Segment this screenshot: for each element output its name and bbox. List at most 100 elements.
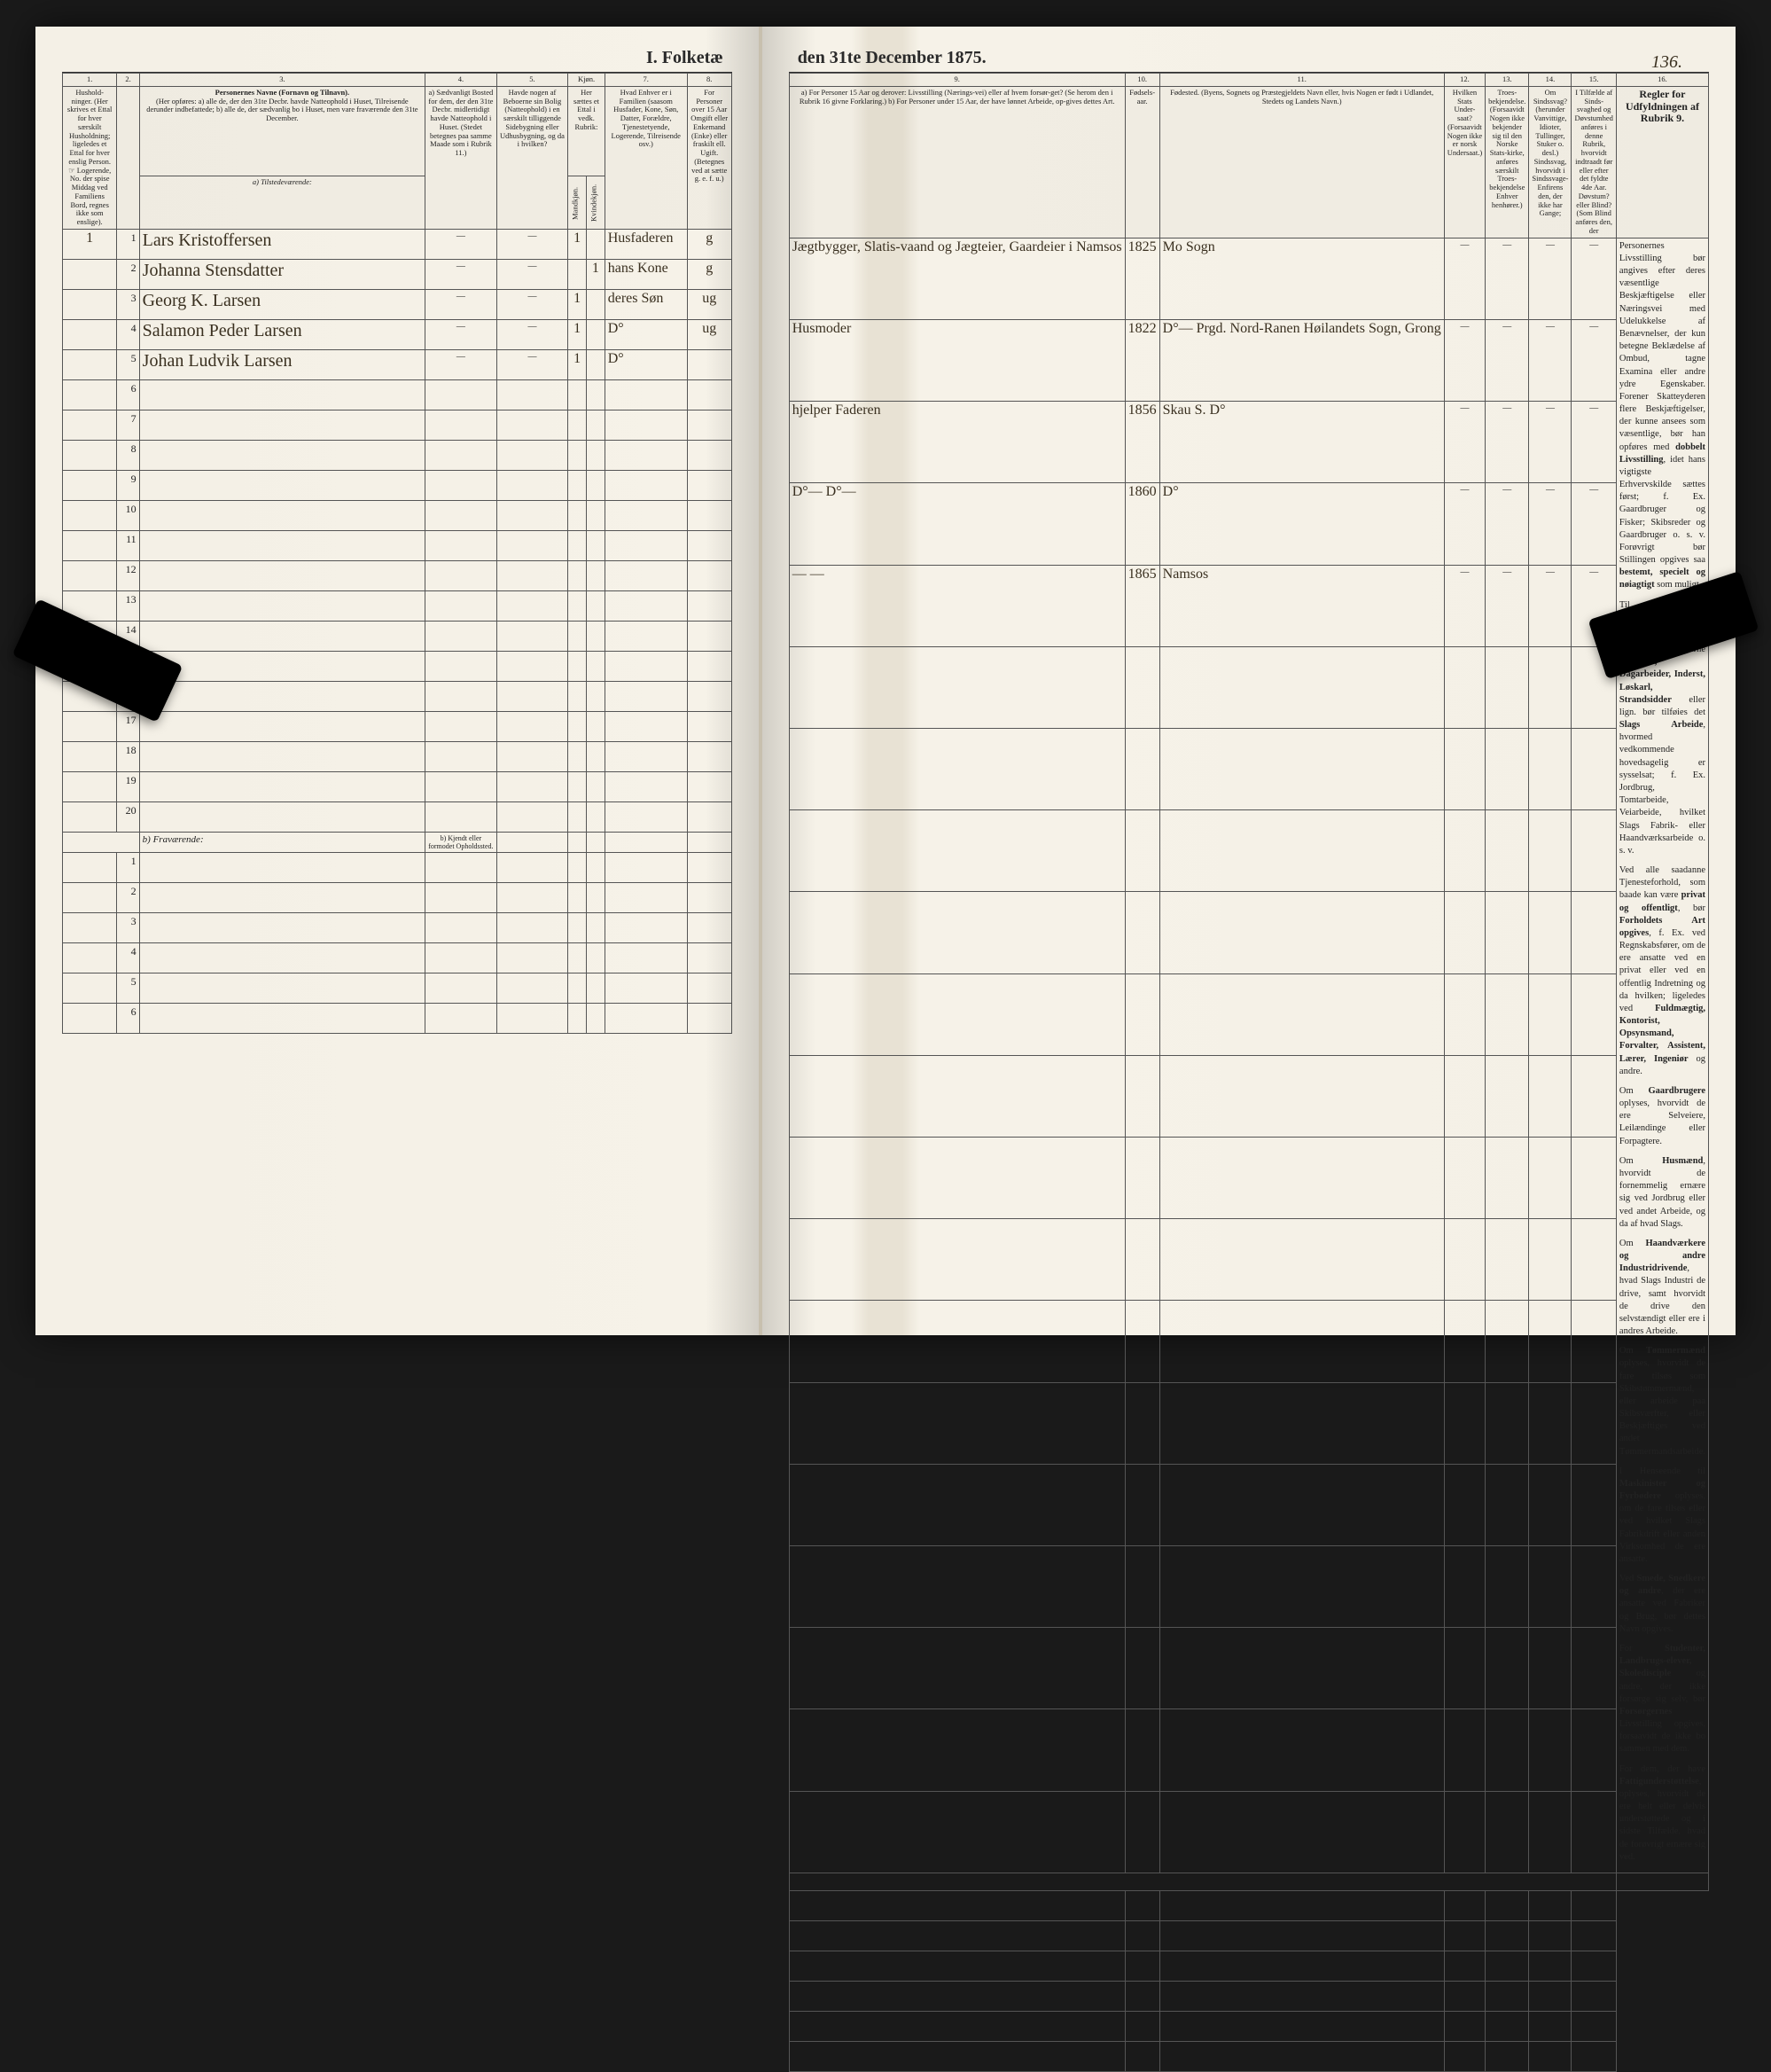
colnum-7: 7. xyxy=(605,74,687,87)
hdr-c7: Hvad Enhver er i Familien (saasom Husfad… xyxy=(605,86,687,229)
hdr-c6: Her sættes et Ettal i vedk. Rubrik: xyxy=(568,86,605,176)
colnum-15: 15. xyxy=(1572,74,1616,87)
hdr-c3-title: Personernes Navne (Fornavn og Tilnavn). … xyxy=(139,86,425,176)
hdr-c9: a) For Personer 15 Aar og derover: Livss… xyxy=(789,86,1125,238)
rules-paragraph: Om Tømmermænd oplyses, hvorvidt de fare … xyxy=(1619,1345,1705,1458)
colnum-row: 1. 2. 3. 4. 5. Kjøn. 7. 8. xyxy=(63,74,732,87)
hdr-c10: Fødsels-aar. xyxy=(1125,86,1159,238)
table-row: 3Georg K. Larsen——1deres Sønug xyxy=(63,290,732,320)
section-absent-label: b) Fraværende: xyxy=(139,833,425,853)
table-row xyxy=(789,1546,1708,1628)
table-row: 20 xyxy=(63,802,732,833)
table-row: Jægtbygger, Slatis-vaand og Jægteier, Ga… xyxy=(789,238,1708,319)
table-row xyxy=(789,1951,1708,1981)
page-number: 136. xyxy=(1651,53,1682,71)
rules-paragraph: For dem, der have Fattigunderstøttelse, … xyxy=(1619,1763,1705,1864)
hdr-c6k: Kvindekjøn. xyxy=(587,176,605,230)
hdr-c6m: Mandkjøn. xyxy=(568,176,587,230)
colnum-11: 11. xyxy=(1159,74,1444,87)
table-row: 19 xyxy=(63,772,732,802)
table-row: 2 xyxy=(63,883,732,913)
page-title-left: I. Folketæ xyxy=(62,44,732,73)
table-row: 6 xyxy=(63,380,732,410)
table-row xyxy=(789,1890,1708,1920)
census-table-right: 9. 10. 11. 12. 13. 14. 15. 16. a) For Pe… xyxy=(789,73,1709,2072)
table-row xyxy=(789,1301,1708,1382)
table-row xyxy=(789,1219,1708,1301)
rules-paragraph: Personernes Livsstilling bør angives eft… xyxy=(1619,240,1705,592)
table-row xyxy=(789,1382,1708,1464)
table-row xyxy=(789,1920,1708,1951)
table-row xyxy=(789,973,1708,1055)
table-row: 18 xyxy=(63,742,732,772)
colnum-13: 13. xyxy=(1486,74,1529,87)
table-row: 10 xyxy=(63,501,732,531)
table-row xyxy=(789,1055,1708,1137)
hdr-c11: Fødested. (Byens, Sognets og Præstegjeld… xyxy=(1159,86,1444,238)
header-row-right: a) For Personer 15 Aar og derover: Livss… xyxy=(789,86,1708,238)
table-row: Husmoder1822D°— Prgd. Nord-Ranen Høiland… xyxy=(789,319,1708,401)
table-row xyxy=(789,646,1708,728)
colnum-5: 5. xyxy=(496,74,568,87)
colnum-8: 8. xyxy=(687,74,731,87)
hdr-c2 xyxy=(117,86,139,229)
table-row: — —1865Namsos———— xyxy=(789,565,1708,646)
census-table-left: 1. 2. 3. 4. 5. Kjøn. 7. 8. Hushold- ning… xyxy=(62,73,732,1034)
table-row: 13 xyxy=(63,591,732,622)
table-row: 6 xyxy=(63,1004,732,1034)
colnum-1: 1. xyxy=(63,74,117,87)
table-row: 14 xyxy=(63,622,732,652)
hdr-c8: For Personer over 15 Aar Omgift eller En… xyxy=(687,86,731,229)
table-row xyxy=(789,810,1708,892)
colnum-12: 12. xyxy=(1444,74,1485,87)
rules-paragraph: Om Haandværkere og andre Industridrivend… xyxy=(1619,1238,1705,1338)
table-row: 8 xyxy=(63,441,732,471)
rules-paragraph: I Henseende til Maskinister og Fyrbødere… xyxy=(1619,1466,1705,1566)
hdr-c16: Regler for Udfyldningen af Rubrik 9. xyxy=(1616,86,1708,238)
hdr-c12: Hvilken Stats Under-saat? (Forsaavidt No… xyxy=(1444,86,1485,238)
table-row xyxy=(789,1709,1708,1791)
table-row: hjelper Faderen1856Skau S. D°———— xyxy=(789,402,1708,483)
table-row: 3 xyxy=(63,913,732,943)
table-row: 11 xyxy=(63,531,732,561)
colnum-6: Kjøn. xyxy=(568,74,605,87)
right-page: 136. den 31te December 1875. 9. 10. 11. … xyxy=(761,27,1736,1335)
rules-column xyxy=(1616,1873,1708,1890)
table-row xyxy=(789,729,1708,810)
table-row: 4 xyxy=(63,943,732,973)
table-row xyxy=(789,1138,1708,1219)
table-row: 11Lars Kristoffersen——1Husfadereng xyxy=(63,230,732,260)
rules-column: Personernes Livsstilling bør angives eft… xyxy=(1616,238,1708,1873)
table-row: 12 xyxy=(63,561,732,591)
colnum-row-right: 9. 10. 11. 12. 13. 14. 15. 16. xyxy=(789,74,1708,87)
table-row xyxy=(789,1981,1708,2011)
table-row: 5Johan Ludvik Larsen——1D° xyxy=(63,350,732,380)
table-row xyxy=(789,1464,1708,1545)
table-row xyxy=(789,892,1708,973)
rules-paragraph: Ved Smede, Snedkere og andre, der ere an… xyxy=(1619,1573,1705,1636)
colnum-4: 4. xyxy=(425,74,497,87)
section-present-label: a) Tilstedeværende: xyxy=(139,176,425,230)
colnum-10: 10. xyxy=(1125,74,1159,87)
hdr-c5: Havde nogen af Beboerne sin Bolig (Natte… xyxy=(496,86,568,229)
rules-paragraph: Om Husmænd, hvorvidt de fornemmelig ernæ… xyxy=(1619,1155,1705,1231)
table-row xyxy=(789,1628,1708,1709)
colnum-9: 9. xyxy=(789,74,1125,87)
table-row: D°— D°—1860D°———— xyxy=(789,483,1708,565)
table-row: 5 xyxy=(63,973,732,1004)
rules-paragraph: Om Gaardbrugere oplyses, hvorvidt de ere… xyxy=(1619,1085,1705,1148)
rules-paragraph: Ved alle saadanne Tjenesteforhold, som b… xyxy=(1619,864,1705,1078)
page-title-right: den 31te December 1875. xyxy=(789,44,1709,73)
table-row: 9 xyxy=(63,471,732,501)
table-row xyxy=(789,2041,1708,2071)
colnum-16: 16. xyxy=(1616,74,1708,87)
hdr-c14: Om Sindssvag? (herunder Vanvittige, Idio… xyxy=(1529,86,1572,238)
table-row xyxy=(789,2011,1708,2041)
table-row: 7 xyxy=(63,410,732,441)
rules-paragraph: Ved Benævnelserne Arbeider, Dagarbeider,… xyxy=(1619,644,1705,857)
table-row: 17 xyxy=(63,712,732,742)
hdr-c15: I Tilfælde af Sinds-svaghed og Døvstumhe… xyxy=(1572,86,1616,238)
colnum-14: 14. xyxy=(1529,74,1572,87)
table-row: 4Salamon Peder Larsen——1D°ug xyxy=(63,320,732,350)
hdr-c13: Troes-bekjendelse. (Forsaavidt Nogen ikk… xyxy=(1486,86,1529,238)
